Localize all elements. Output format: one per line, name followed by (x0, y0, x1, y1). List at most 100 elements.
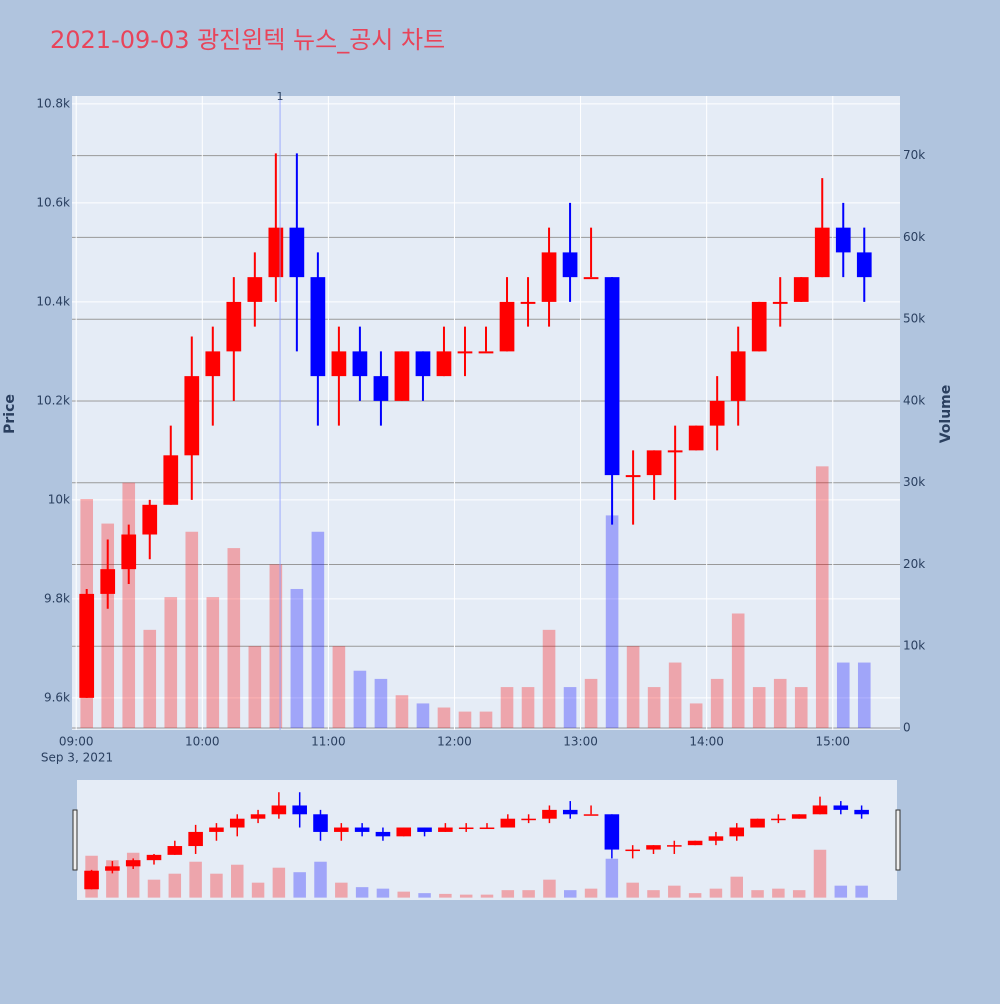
volume-bar (227, 548, 241, 728)
candle-body (226, 301, 242, 352)
candle-body (814, 227, 830, 278)
volume-bar (710, 678, 724, 728)
candle-body (100, 569, 116, 594)
mini-candle-body (625, 849, 640, 852)
candle-body (142, 504, 158, 535)
candle-body (478, 351, 494, 354)
mini-volume-bar (730, 876, 743, 898)
volume-bar (374, 678, 388, 728)
mini-volume-bar (709, 888, 723, 898)
volume-bar (248, 646, 262, 728)
mini-volume-bar (251, 882, 265, 898)
x-axis-date: Sep 3, 2021 (41, 751, 113, 765)
mini-candle-body (438, 827, 453, 832)
candle-body (331, 351, 347, 377)
candle-body (247, 277, 263, 302)
volume-bar (584, 678, 598, 728)
mini-volume-bar (564, 890, 577, 898)
mini-candle-body (188, 831, 203, 847)
mini-candle-body (791, 814, 807, 819)
candle-body (205, 351, 221, 377)
volume-bar (437, 707, 451, 728)
volume-bar (458, 711, 472, 728)
candle-body (415, 351, 431, 377)
mini-candle-body (334, 827, 349, 832)
mini-candle-body (167, 846, 183, 855)
mini-volume-bar (792, 890, 806, 898)
volume-bar (731, 613, 745, 728)
chart-title: 2021-09-03 광진윈텍 뉴스_공시 차트 (50, 26, 445, 54)
mini-volume-bar (231, 864, 244, 898)
candle-body (793, 277, 809, 302)
mini-volume-bar (605, 858, 619, 898)
plot-area (72, 96, 900, 730)
mini-candle-body (542, 809, 557, 819)
mini-candle-body (583, 814, 599, 816)
x-tick-label: 10:00 (185, 735, 220, 749)
mini-volume-bar (668, 885, 681, 898)
mini-volume-bar (772, 888, 785, 898)
y-tick-label: 10.8k (36, 96, 70, 110)
candle-body (121, 534, 137, 570)
mini-candle-body (292, 805, 307, 815)
mini-candle-body (687, 840, 703, 846)
mini-volume-bar (688, 893, 702, 898)
mini-candle-body (354, 827, 370, 832)
volume-bar (647, 687, 661, 728)
mini-candle-body (500, 818, 516, 828)
y2-tick-label: 10k (903, 639, 925, 653)
volume-bar (794, 687, 808, 728)
range-slider[interactable] (77, 780, 897, 900)
volume-bar (164, 597, 178, 728)
range-handle[interactable] (895, 809, 901, 871)
candle-body (688, 425, 704, 451)
mini-volume-bar (751, 890, 764, 898)
x-tick-label: 15:00 (815, 735, 850, 749)
mini-candle-body (229, 818, 245, 828)
candle-body (457, 351, 473, 354)
mini-candle-body (417, 827, 432, 832)
mini-candle-body (313, 814, 328, 832)
y-tick-label: 9.8k (44, 591, 70, 605)
volume-bar (605, 515, 619, 728)
x-tick-label: 11:00 (311, 735, 346, 749)
mini-volume-bar (501, 890, 515, 898)
y-tick-label: 10.6k (36, 195, 70, 209)
candle-body (499, 301, 515, 352)
y-tick-label: 10.2k (36, 393, 70, 407)
mini-candle-body (271, 805, 287, 815)
range-handle[interactable] (72, 809, 78, 871)
candle-body (856, 252, 872, 278)
mini-candle-body (521, 818, 536, 821)
y2-tick-label: 20k (903, 557, 925, 571)
mini-volume-bar (522, 890, 535, 898)
mini-volume-bar (397, 891, 410, 898)
volume-bar (668, 662, 682, 728)
mini-candle-body (771, 818, 786, 821)
volume-bar (563, 687, 577, 728)
mini-volume-bar (813, 849, 827, 898)
candle-body (541, 252, 557, 302)
candle-body (625, 475, 641, 478)
mini-candle-body (105, 866, 120, 871)
y-tick-label: 10.4k (36, 294, 70, 308)
mini-candle-body (708, 836, 724, 841)
mini-candle-body (604, 814, 620, 850)
volume-bar (857, 662, 871, 728)
candle-body (562, 252, 578, 278)
volume-bar (395, 695, 409, 728)
candle-body (772, 301, 788, 304)
candle-body (268, 227, 284, 278)
candle-body (646, 450, 662, 476)
candle-body (709, 400, 725, 426)
mini-volume-bar (584, 888, 598, 898)
mini-volume-bar (376, 888, 390, 898)
mini-volume-bar (543, 879, 556, 898)
mini-volume-bar (147, 879, 161, 898)
volume-bar (143, 629, 157, 728)
mini-volume-bar (855, 885, 868, 898)
mini-candle-body (375, 831, 391, 837)
candle-body (394, 351, 410, 401)
volume-bar (332, 646, 346, 728)
